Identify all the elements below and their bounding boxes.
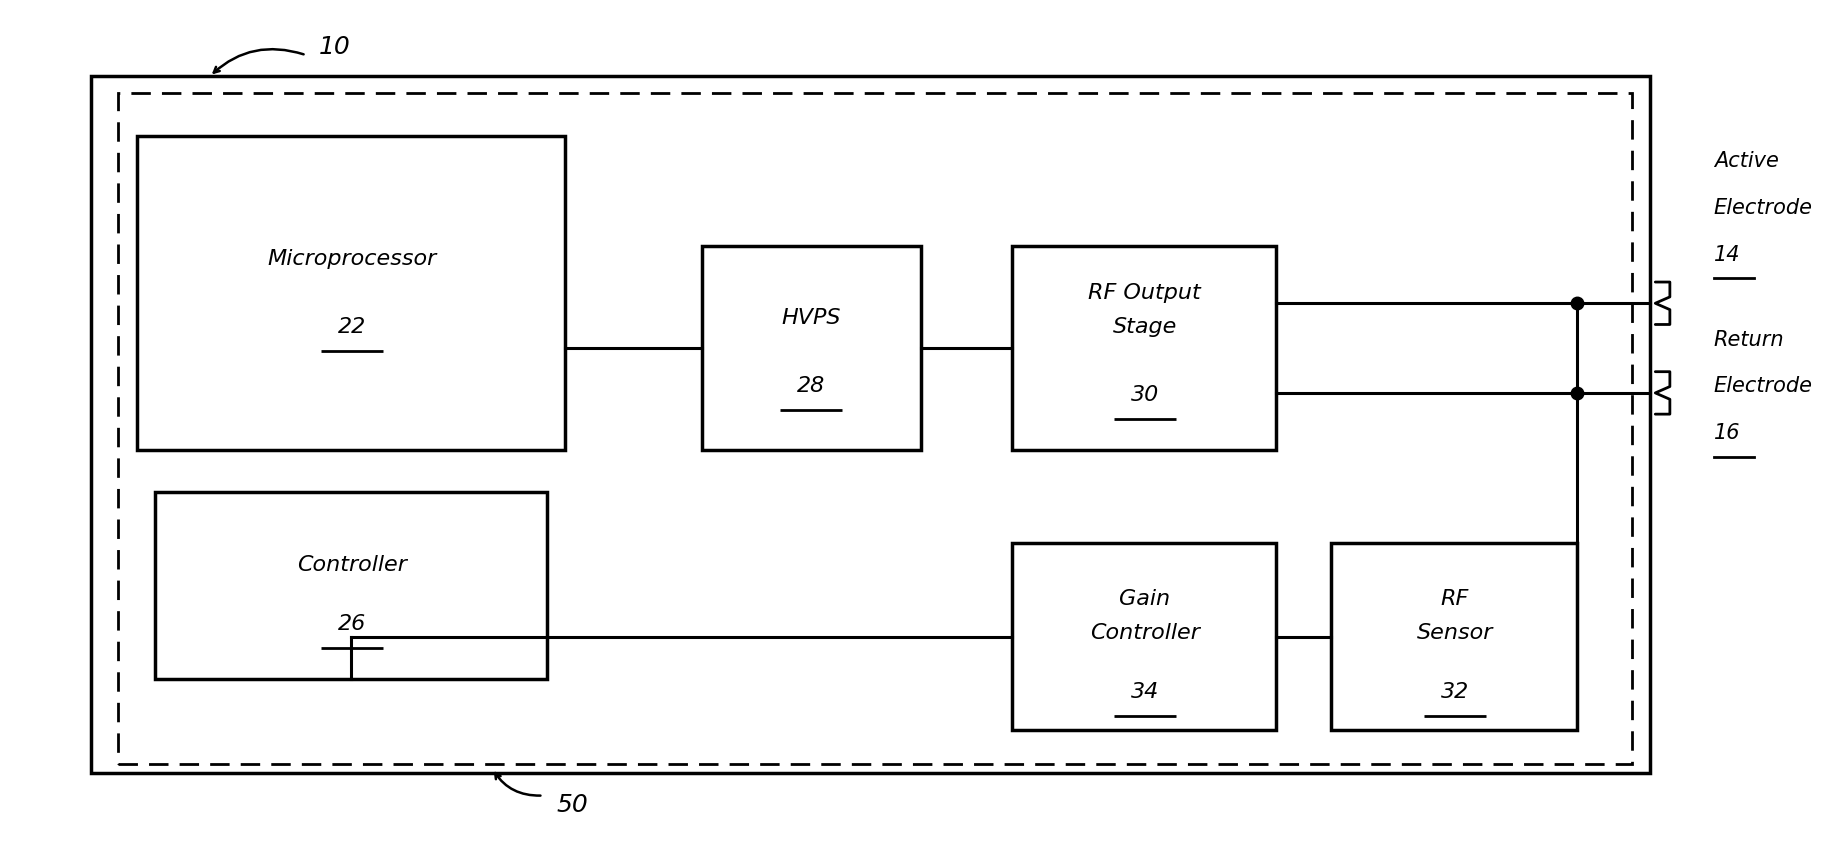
Text: 30: 30 xyxy=(1130,385,1159,405)
Bar xyxy=(91,76,1650,773)
Text: 16: 16 xyxy=(1714,423,1741,443)
Text: Controller: Controller xyxy=(1090,622,1200,643)
Text: RF: RF xyxy=(1440,588,1469,609)
Text: Stage: Stage xyxy=(1112,317,1178,337)
Bar xyxy=(137,136,565,450)
Bar xyxy=(1012,246,1276,450)
Text: Active: Active xyxy=(1714,151,1779,171)
Text: 50: 50 xyxy=(556,793,587,817)
Text: 28: 28 xyxy=(797,376,826,396)
Text: Electrode: Electrode xyxy=(1714,198,1812,218)
Text: 14: 14 xyxy=(1714,245,1741,265)
Text: 32: 32 xyxy=(1440,682,1469,702)
Bar xyxy=(155,492,547,679)
Text: Sensor: Sensor xyxy=(1416,622,1493,643)
Bar xyxy=(118,93,1632,764)
Bar xyxy=(1331,543,1577,730)
Text: HVPS: HVPS xyxy=(782,308,840,329)
Text: Gain: Gain xyxy=(1119,588,1170,609)
Text: Microprocessor: Microprocessor xyxy=(268,249,436,269)
Text: 34: 34 xyxy=(1130,682,1159,702)
Text: Electrode: Electrode xyxy=(1714,376,1812,396)
Bar xyxy=(702,246,921,450)
Text: RF Output: RF Output xyxy=(1088,283,1201,303)
Text: Controller: Controller xyxy=(297,554,407,575)
Text: 26: 26 xyxy=(337,614,366,634)
Text: 10: 10 xyxy=(319,35,350,59)
Text: 22: 22 xyxy=(337,317,366,337)
Bar xyxy=(1012,543,1276,730)
Text: Return: Return xyxy=(1714,329,1785,350)
